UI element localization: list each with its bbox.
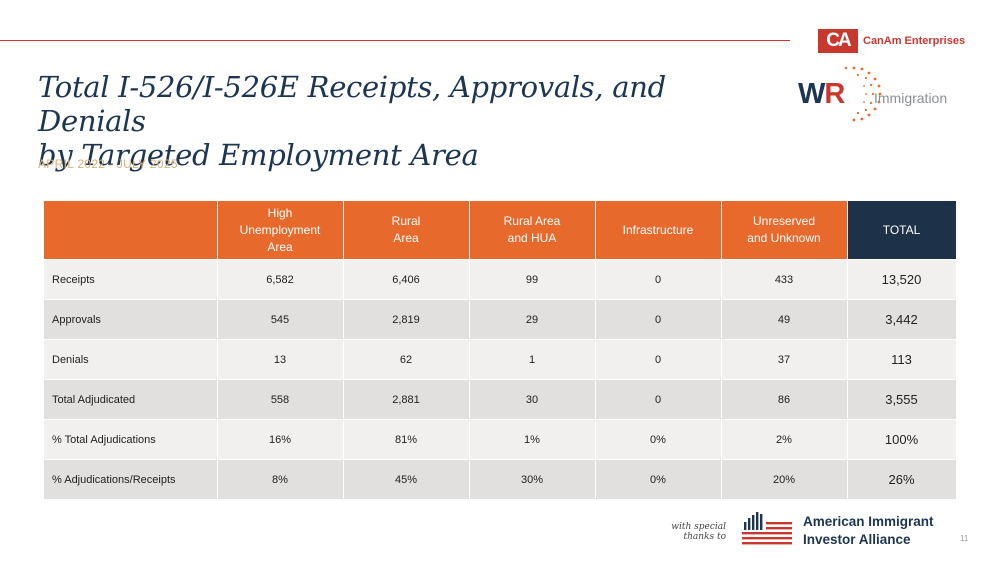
wr-letters: WR — [798, 78, 845, 111]
row-label: % Total Adjudications — [44, 419, 218, 460]
page-title: Total I-526/I-526E Receipts, Approvals, … — [38, 70, 778, 172]
table-cell: 30% — [469, 459, 596, 499]
alliance-line-2: Investor Alliance — [803, 532, 911, 547]
alliance-name: American Immigrant Investor Alliance — [803, 513, 934, 549]
flag-bars-icon — [742, 512, 792, 545]
wr-immigration-logo: WR Immigration — [798, 64, 968, 124]
wr-letter-r: R — [824, 78, 845, 110]
table-cell: 0 — [595, 259, 722, 300]
table-cell: 29 — [469, 299, 596, 340]
table-cell: 0% — [595, 459, 722, 499]
special-thanks-note: with special thanks to — [668, 522, 726, 542]
col-header-rural-hua: Rural Area and HUA — [469, 201, 596, 260]
table-row: % Adjudications/Receipts 8% 45% 30% 0% 2… — [44, 459, 957, 499]
row-label: Approvals — [44, 299, 218, 340]
col-header-rural-area: Rural Area — [343, 201, 470, 260]
wr-dots-icon — [844, 66, 882, 122]
alliance-line-1: American Immigrant — [803, 514, 934, 529]
col-header-infrastructure: Infrastructure — [595, 201, 722, 260]
table-cell: 81% — [343, 419, 470, 460]
total-cell: 3,555 — [847, 379, 957, 420]
total-cell: 26% — [847, 459, 957, 499]
thanks-line-2: thanks to — [683, 532, 726, 542]
table-cell: 558 — [217, 379, 344, 420]
header-blank-cell — [44, 201, 218, 260]
table-cell: 99 — [469, 259, 596, 300]
table-cell: 545 — [217, 299, 344, 340]
col-header-unreserved: Unreserved and Unknown — [721, 201, 848, 260]
col-header-total: TOTAL — [847, 201, 957, 260]
table-cell: 433 — [721, 259, 848, 300]
thanks-line-1: with special — [671, 522, 726, 532]
page-number: 11 — [960, 534, 969, 543]
top-divider — [0, 40, 790, 41]
table-cell: 30 — [469, 379, 596, 420]
table-cell: 0 — [595, 299, 722, 340]
table-cell: 20% — [721, 459, 848, 499]
col-header-high-unemployment: High Unemployment Area — [217, 201, 344, 260]
table-cell: 0 — [595, 339, 722, 380]
row-label: Denials — [44, 339, 218, 380]
wr-letter-w: W — [798, 78, 825, 110]
table-cell: 13 — [217, 339, 344, 380]
total-cell: 3,442 — [847, 299, 957, 340]
table-row: Denials 13 62 1 0 37 113 — [44, 339, 957, 380]
table-header-row: High Unemployment Area Rural Area Rural Are… — [44, 201, 957, 260]
table-cell: 6,406 — [343, 259, 470, 300]
table-cell: 86 — [721, 379, 848, 420]
title-line-1: Total I-526/I-526E Receipts, Approvals, … — [38, 70, 666, 138]
total-cell: 13,520 — [847, 259, 957, 300]
table-cell: 2,881 — [343, 379, 470, 420]
table-cell: 49 — [721, 299, 848, 340]
table-cell: 6,582 — [217, 259, 344, 300]
table-cell: 1% — [469, 419, 596, 460]
table-row: Approvals 545 2,819 29 0 49 3,442 — [44, 299, 957, 340]
table-row: Total Adjudicated 558 2,881 30 0 86 3,55… — [44, 379, 957, 420]
table-cell: 37 — [721, 339, 848, 380]
canam-name: CanAm Enterprises — [863, 35, 966, 47]
table-cell: 16% — [217, 419, 344, 460]
table-cell: 2,819 — [343, 299, 470, 340]
table-cell: 8% — [217, 459, 344, 499]
canam-logo: CA CanAm Enterprises — [818, 28, 965, 54]
table-cell: 1 — [469, 339, 596, 380]
tea-data-table: High Unemployment Area Rural Area Rural Are… — [44, 201, 957, 499]
row-label: Total Adjudicated — [44, 379, 218, 420]
total-cell: 113 — [847, 339, 957, 380]
canam-mark-icon: CA — [818, 29, 858, 53]
date-range-subtitle: APRIL 2022 - JULY 2025 — [38, 157, 178, 171]
table-cell: 0 — [595, 379, 722, 420]
row-label: Receipts — [44, 259, 218, 300]
table-cell: 2% — [721, 419, 848, 460]
total-cell: 100% — [847, 419, 957, 460]
table-row: % Total Adjudications 16% 81% 1% 0% 2% 1… — [44, 419, 957, 460]
table-row: Receipts 6,582 6,406 99 0 433 13,520 — [44, 259, 957, 300]
wr-immigration-word: Immigration — [874, 90, 948, 106]
row-label: % Adjudications/Receipts — [44, 459, 218, 499]
table-cell: 62 — [343, 339, 470, 380]
table-cell: 0% — [595, 419, 722, 460]
table-cell: 45% — [343, 459, 470, 499]
title-line-2: by Targeted Employment Area — [38, 138, 479, 172]
